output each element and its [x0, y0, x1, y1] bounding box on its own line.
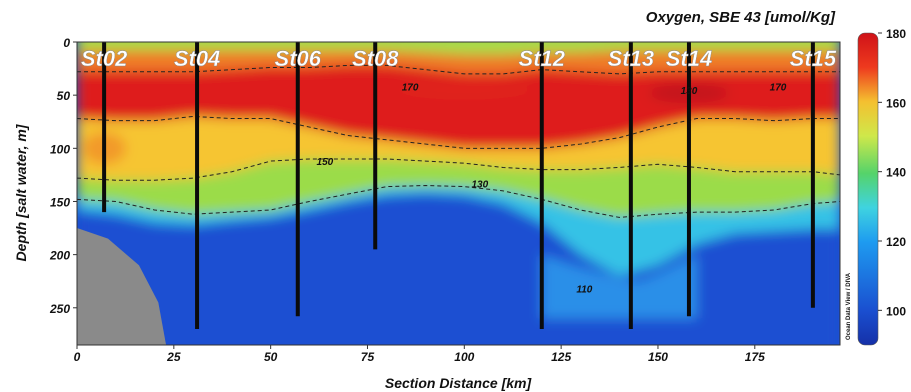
x-axis-label: Section Distance [km]	[385, 375, 533, 391]
channel-band	[541, 254, 697, 319]
y-axis-ticks: 0 50 100 150 200 250	[49, 36, 77, 316]
contour-label: 110	[576, 285, 592, 296]
colorbar-tick-label: 160	[886, 96, 906, 110]
station-label-st02: St02	[81, 46, 128, 71]
contour-label: 150	[317, 157, 334, 168]
y-tick-label: 150	[50, 195, 70, 209]
x-tick-label: 0	[74, 350, 81, 364]
x-tick-label: 175	[745, 350, 765, 364]
contour-lines	[77, 64, 840, 218]
seafloor-group	[77, 228, 167, 345]
y-tick-label: 0	[63, 36, 70, 50]
colorbar-tick-label: 100	[886, 304, 906, 318]
colorbar-ticks: 100 120 140 160 180	[878, 27, 906, 318]
lower-band	[77, 158, 840, 218]
upper-band	[77, 50, 840, 74]
contour-label: 170	[770, 83, 787, 94]
station-label-st13: St13	[608, 46, 654, 71]
y-axis-label: Depth [salt water, m]	[13, 123, 29, 261]
x-axis-ticks: 0 25 50 75 100 125 150 175	[74, 345, 765, 364]
station-label-st12: St12	[519, 46, 566, 71]
station-label-st14: St14	[666, 46, 712, 71]
x-tick-label: 125	[551, 350, 571, 364]
contour-line-150	[77, 115, 840, 149]
station-labels: St02 St04 St06 St08 St12 St13 St14 St15	[81, 46, 837, 71]
plot-area: St02 St04 St06 St08 St12 St13 St14 St15 1701501…	[77, 42, 840, 345]
colorbar-tick-label: 120	[886, 235, 906, 249]
seafloor-wedge	[77, 228, 167, 345]
oxygen-field	[77, 42, 840, 345]
station-label-st15: St15	[790, 46, 837, 71]
contour-line-170	[77, 64, 840, 75]
station-label-st08: St08	[352, 46, 399, 71]
odv-watermark: Ocean Data View / DIVA	[846, 272, 852, 340]
contour-line-140	[77, 158, 840, 181]
y-tick-label: 50	[57, 89, 71, 103]
colorbar-tick-label: 180	[886, 27, 906, 41]
x-tick-label: 25	[166, 350, 181, 364]
colorbar	[857, 32, 879, 346]
chart-title: Oxygen, SBE 43 [umol/Kg]	[646, 9, 836, 26]
colorbar-tick-label: 140	[886, 166, 906, 180]
contour-labels: 170 150 130 110 130 170	[317, 83, 787, 296]
y-tick-label: 250	[49, 302, 70, 316]
x-tick-label: 50	[264, 350, 278, 364]
station-label-st06: St06	[275, 46, 322, 71]
surface-band	[77, 42, 840, 55]
x-tick-label: 100	[454, 350, 474, 364]
max-core-central	[394, 79, 535, 100]
contour-label: 130	[681, 86, 698, 97]
station-casts	[102, 42, 815, 330]
contour-line-130	[77, 185, 840, 218]
plot-frame	[76, 41, 841, 346]
contour-label: 130	[471, 179, 488, 190]
transition-band	[77, 185, 840, 276]
x-tick-label: 150	[648, 350, 668, 364]
y-tick-label: 100	[50, 142, 70, 156]
station-label-st04: St04	[174, 46, 220, 71]
mid-band	[77, 116, 840, 181]
y-tick-label: 200	[49, 249, 70, 263]
x-tick-label: 75	[361, 350, 375, 364]
contour-label: 170	[402, 83, 419, 94]
oxygen-max-band	[77, 65, 840, 149]
